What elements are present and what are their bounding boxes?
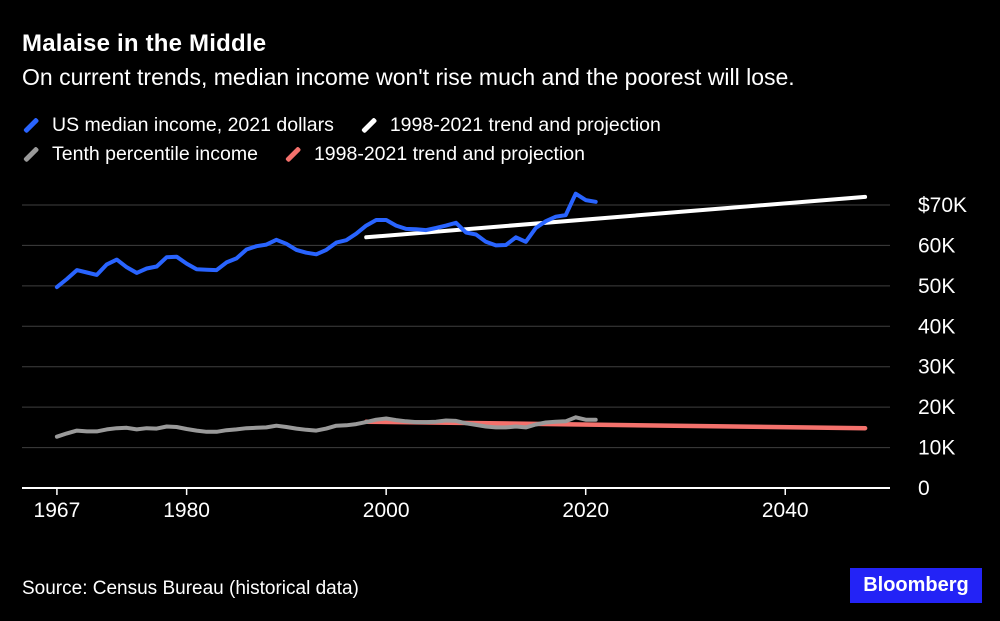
y-tick-label: 30K xyxy=(918,356,955,379)
y-tick-label: 10K xyxy=(918,437,955,460)
legend-item-median-income: US median income, 2021 dollars xyxy=(22,114,334,137)
x-tick-label: 1967 xyxy=(34,499,81,522)
x-tick-label: 2020 xyxy=(562,499,609,522)
y-tick-label: 40K xyxy=(918,315,955,338)
legend-label-median-trend: 1998-2021 trend and projection xyxy=(389,114,661,136)
series-tenth-percentile xyxy=(54,415,598,439)
bloomberg-logo: Bloomberg xyxy=(850,568,982,603)
x-tick-label: 2040 xyxy=(762,499,809,522)
legend-item-tenth-percentile: Tenth percentile income xyxy=(22,143,258,166)
y-tick-label: 20K xyxy=(918,396,955,419)
chart-subtitle: On current trends, median income won't r… xyxy=(22,64,795,90)
legend-label-tenth-percentile: Tenth percentile income xyxy=(52,143,258,165)
series-tenth-trend xyxy=(363,419,868,431)
x-tick-label: 2000 xyxy=(363,499,410,522)
source-note: Source: Census Bureau (historical data) xyxy=(22,578,359,599)
legend-row-2: Tenth percentile income 1998-2021 trend … xyxy=(22,140,661,169)
legend-item-median-trend: 1998-2021 trend and projection xyxy=(360,114,661,137)
series-median-trend xyxy=(364,194,868,240)
y-tick-label: $70K xyxy=(918,194,967,217)
y-tick-label: 0 xyxy=(918,477,930,500)
series-median-income xyxy=(54,191,598,290)
x-tick-label: 1980 xyxy=(163,499,210,522)
legend-row-1: US median income, 2021 dollars 1998-2021… xyxy=(22,111,661,140)
chart-legend: US median income, 2021 dollars 1998-2021… xyxy=(22,111,661,169)
y-tick-label: 60K xyxy=(918,234,955,257)
legend-label-median-income: US median income, 2021 dollars xyxy=(52,114,334,136)
y-tick-label: 50K xyxy=(918,275,955,298)
chart-title: Malaise in the Middle xyxy=(22,30,267,57)
legend-label-tenth-trend: 1998-2021 trend and projection xyxy=(313,143,585,165)
legend-item-tenth-trend: 1998-2021 trend and projection xyxy=(284,143,585,166)
